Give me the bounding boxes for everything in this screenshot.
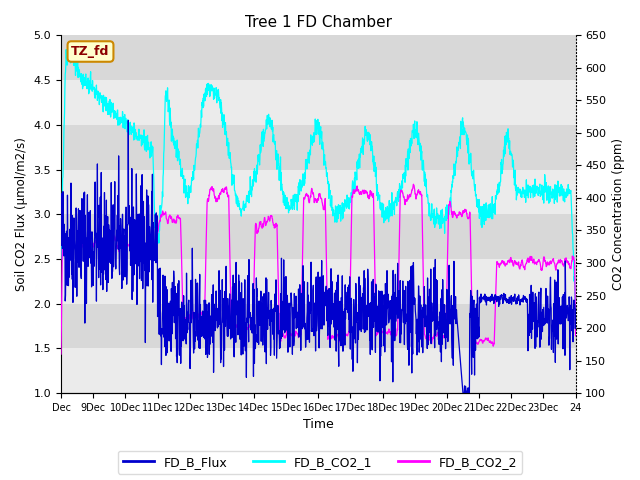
Bar: [61, 80, 575, 125]
Bar: [61, 169, 575, 214]
Y-axis label: CO2 Concentration (ppm): CO2 Concentration (ppm): [612, 138, 625, 290]
Bar: [61, 36, 575, 80]
Bar: [61, 304, 575, 348]
Bar: [61, 214, 575, 259]
Title: Tree 1 FD Chamber: Tree 1 FD Chamber: [245, 15, 392, 30]
X-axis label: Time: Time: [303, 419, 333, 432]
Y-axis label: Soil CO2 Flux (μmol/m2/s): Soil CO2 Flux (μmol/m2/s): [15, 137, 28, 291]
Bar: [61, 259, 575, 304]
Bar: [61, 125, 575, 169]
Text: TZ_fd: TZ_fd: [71, 45, 109, 58]
Legend: FD_B_Flux, FD_B_CO2_1, FD_B_CO2_2: FD_B_Flux, FD_B_CO2_1, FD_B_CO2_2: [118, 451, 522, 474]
Bar: [61, 348, 575, 393]
